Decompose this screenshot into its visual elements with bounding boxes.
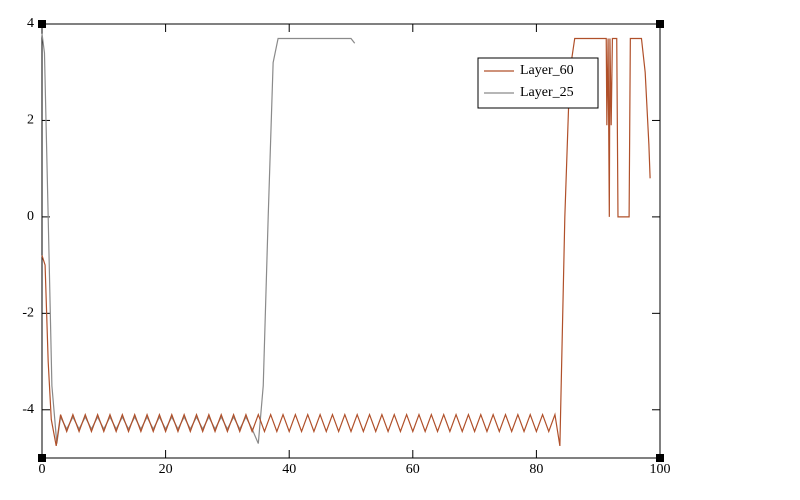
legend-label: Layer_25 (520, 85, 574, 100)
legend-label: Layer_60 (520, 63, 574, 78)
corner-handle (656, 20, 664, 28)
x-tick-label: 60 (406, 462, 420, 477)
x-tick-label: 40 (282, 462, 296, 477)
data-line (41, 37, 651, 447)
data-line (41, 33, 356, 444)
corner-handle (38, 20, 46, 28)
x-tick-label: 80 (529, 462, 543, 477)
x-tick-label: 100 (650, 462, 671, 477)
legend-box (477, 57, 599, 109)
y-tick-label: -2 (22, 306, 34, 321)
corner-handle (656, 454, 664, 462)
y-tick-label: 2 (27, 113, 34, 128)
y-tick-label: 0 (27, 209, 34, 224)
y-tick-label: 4 (27, 16, 34, 31)
plot-frame (41, 23, 661, 459)
x-tick-label: 20 (159, 462, 173, 477)
x-tick-label: 0 (39, 462, 46, 477)
y-tick-label: -4 (22, 402, 34, 417)
corner-handle (38, 454, 46, 462)
